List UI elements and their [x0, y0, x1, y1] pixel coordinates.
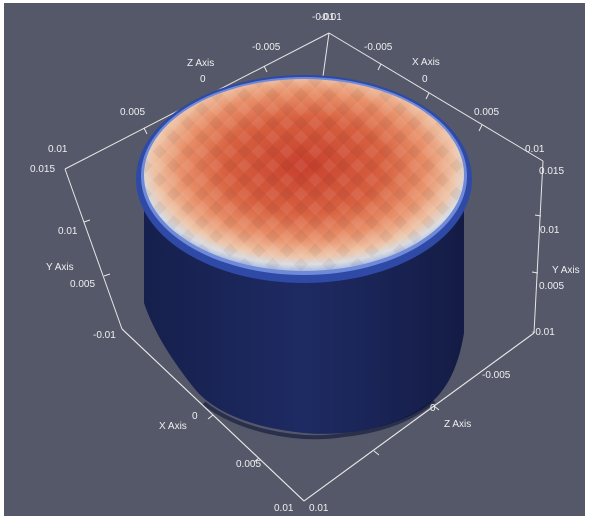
cap-mesh-pattern	[144, 79, 464, 271]
3d-scene[interactable]	[4, 3, 585, 516]
axes-front	[121, 328, 535, 502]
cylinder-bottom-edge	[202, 399, 436, 440]
render-viewport[interactable]: -0.01 -0.01 Z Axis -0.005 0 0.005 0.01 X…	[4, 3, 585, 516]
